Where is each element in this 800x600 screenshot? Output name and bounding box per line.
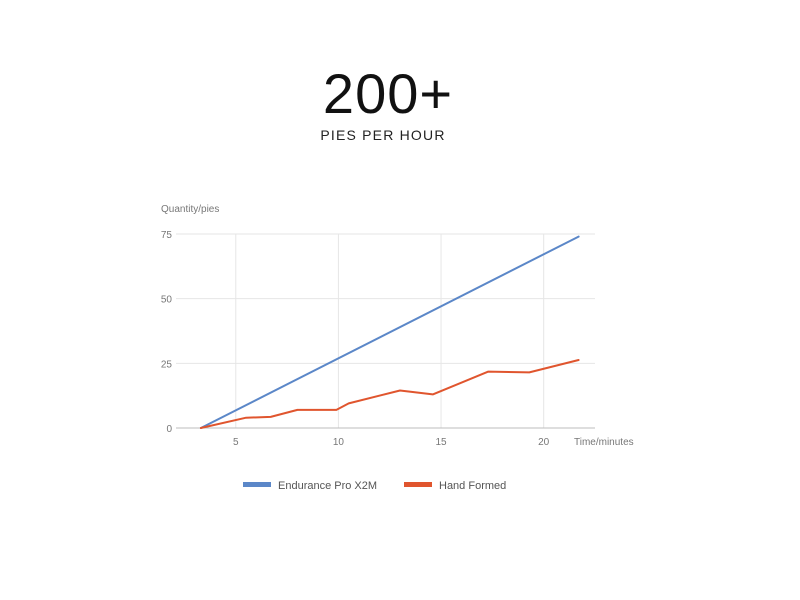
headline-subtitle: PIES PER HOUR [320, 127, 446, 143]
legend-label: Endurance Pro X2M [278, 480, 377, 492]
series-line-2 [199, 359, 580, 429]
series-line-1 [199, 235, 580, 429]
x-tick-label: 10 [333, 437, 345, 448]
x-tick-label: 20 [538, 437, 550, 448]
y-tick-label: 25 [161, 359, 173, 370]
x-axis-label: Time/minutes [574, 437, 634, 448]
y-tick-label: 50 [161, 295, 173, 306]
y-tick-label: 75 [161, 230, 173, 241]
headline-number: 200+ [322, 62, 454, 125]
legend-swatch [243, 482, 271, 487]
x-tick-label: 5 [233, 437, 239, 448]
legend-swatch [404, 482, 432, 487]
y-tick-label: 0 [166, 424, 172, 435]
y-axis-label: Quantity/pies [161, 204, 219, 215]
legend-label: Hand Formed [439, 480, 506, 492]
x-tick-label: 15 [435, 437, 447, 448]
